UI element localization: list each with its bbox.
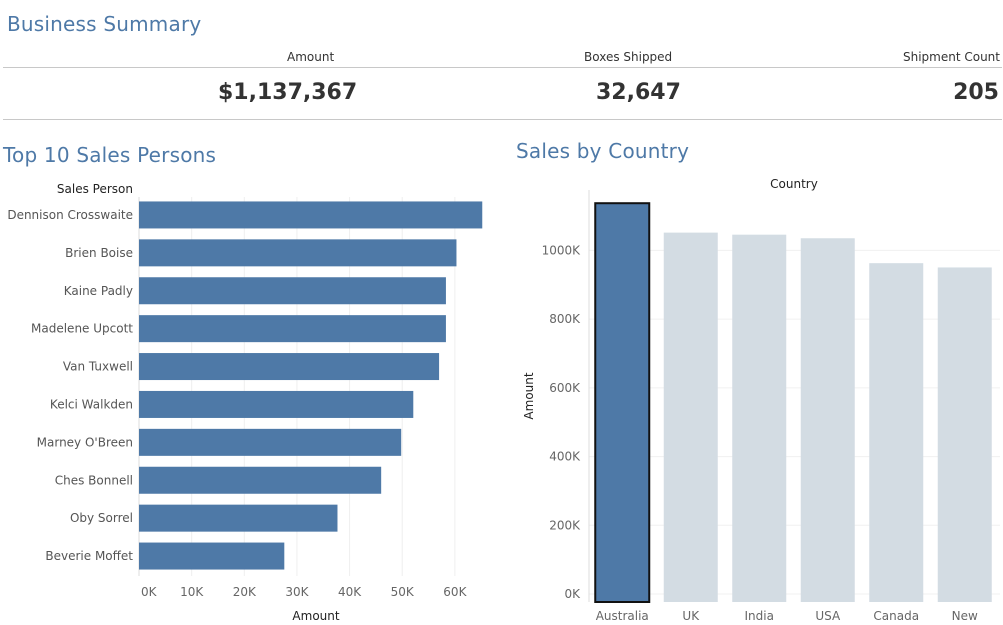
kpi-boxes-label: Boxes Shipped xyxy=(584,50,673,64)
country-category-label: India xyxy=(745,609,774,623)
sp-x-tick-label: 30K xyxy=(285,585,309,599)
sp-x-tick-label: 60K xyxy=(443,585,467,599)
kpi-boxes-value: 32,647 xyxy=(596,80,681,105)
business-summary-title: Business Summary xyxy=(7,12,202,36)
sp-category-label: Brien Boise xyxy=(65,246,133,260)
sp-bar[interactable] xyxy=(139,428,402,456)
sp-bar[interactable] xyxy=(139,277,446,305)
kpi-bottom-divider xyxy=(3,119,1002,120)
sp-category-label: Marney O'Breen xyxy=(37,435,133,449)
country-bar[interactable] xyxy=(594,202,651,603)
country-bar[interactable] xyxy=(937,267,992,602)
country-y-tick-label: 400K xyxy=(549,450,581,464)
country-category-label: Australia xyxy=(596,609,649,623)
sales-by-country-bar-chart: 0K 200K 400K 600K 800K 1000K Country Amount Aust… xyxy=(522,177,1000,623)
sales-persons-bar-chart: 0K 10K 20K 30K 40K 50K 60K Sales Person Dennison… xyxy=(7,182,483,623)
sp-category-label: Beverie Moffet xyxy=(45,549,133,563)
sp-x-tick-label: 0K xyxy=(141,585,158,599)
sp-bar[interactable] xyxy=(139,504,338,532)
country-y-tick-label: 200K xyxy=(549,518,581,532)
sp-x-tick-label: 50K xyxy=(391,585,415,599)
kpi-amount-value: $1,137,367 xyxy=(218,80,358,105)
sp-category-label: Kelci Walkden xyxy=(50,397,133,411)
sp-category-label: Ches Bonnell xyxy=(55,473,133,487)
country-category-label: UK xyxy=(682,609,700,623)
kpi-shipments-label: Shipment Count xyxy=(902,50,1000,64)
country-category-header: Country xyxy=(770,177,818,191)
sp-category-label: Dennison Crosswaite xyxy=(7,208,133,222)
sp-bar[interactable] xyxy=(139,239,457,267)
sp-bar[interactable] xyxy=(139,466,382,494)
sp-bar[interactable] xyxy=(139,201,483,229)
sp-x-tick-label: 20K xyxy=(233,585,257,599)
country-y-axis-title: Amount xyxy=(522,372,536,419)
country-category-label: USA xyxy=(815,609,841,623)
country-chart-title: Sales by Country xyxy=(516,139,690,163)
sp-category-label: Van Tuxwell xyxy=(63,360,133,374)
sp-x-axis-title: Amount xyxy=(292,609,339,623)
sp-category-label: Oby Sorrel xyxy=(70,511,133,525)
kpi-top-divider xyxy=(3,67,1002,68)
sp-x-tick-label: 40K xyxy=(338,585,362,599)
country-y-tick-label: 0K xyxy=(564,587,581,601)
sp-x-tick-label: 10K xyxy=(180,585,204,599)
country-category-label: New xyxy=(952,609,978,623)
sales-persons-chart-title: Top 10 Sales Persons xyxy=(3,143,217,167)
country-bar[interactable] xyxy=(732,234,787,603)
kpi-amount-label: Amount xyxy=(287,50,335,64)
sp-category-label: Kaine Padly xyxy=(64,284,133,298)
country-bar[interactable] xyxy=(869,263,924,602)
sp-bar[interactable] xyxy=(139,390,414,418)
country-category-label: Canada xyxy=(873,609,919,623)
country-bar[interactable] xyxy=(663,232,718,602)
sp-category-header: Sales Person xyxy=(57,182,133,196)
country-y-tick-label: 800K xyxy=(549,312,581,326)
country-y-tick-label: 1000K xyxy=(542,243,582,257)
sp-category-label: Madelene Upcott xyxy=(31,322,133,336)
country-bar[interactable] xyxy=(800,238,855,602)
sp-bar[interactable] xyxy=(139,353,440,381)
country-y-tick-label: 600K xyxy=(549,381,581,395)
sp-bar[interactable] xyxy=(139,542,285,570)
kpi-shipments-value: 205 xyxy=(953,80,999,105)
sp-bar[interactable] xyxy=(139,315,446,343)
